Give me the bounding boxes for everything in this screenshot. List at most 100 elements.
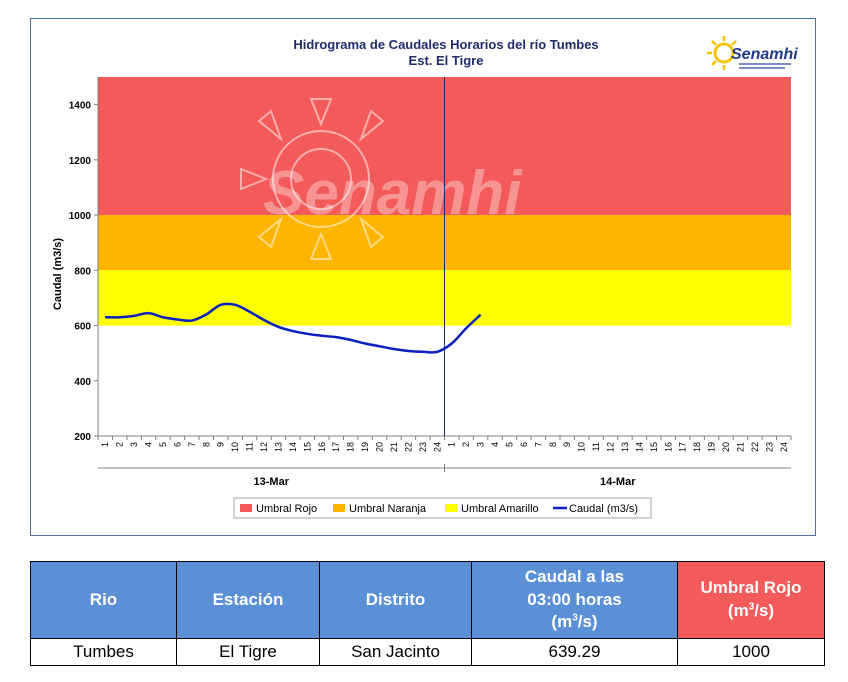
chart-title: Hidrograma de Caudales Horarios del río … xyxy=(293,37,598,52)
info-table: Rio Estación Distrito Caudal a las 03:00… xyxy=(30,561,825,666)
header-umbral-rojo: Umbral Rojo (m3/s) xyxy=(677,561,825,639)
x-tick-label: 16 xyxy=(317,442,327,452)
x-tick-label: 2 xyxy=(461,442,471,447)
y-axis-label: Caudal (m3/s) xyxy=(52,238,64,310)
table-row: Tumbes El Tigre San Jacinto 639.29 1000 xyxy=(30,638,825,666)
x-tick-label: 18 xyxy=(692,442,702,452)
x-tick-label: 14 xyxy=(634,442,644,452)
header-umbral-unit-sup: 3 xyxy=(748,601,755,613)
x-tick-label: 19 xyxy=(360,442,370,452)
senamhi-logo: Senamhi xyxy=(707,36,798,70)
x-tick-label: 20 xyxy=(721,442,731,452)
x-tick-label: 12 xyxy=(606,442,616,452)
header-umbral-unit-end: /s) xyxy=(754,601,775,620)
legend-label: Umbral Naranja xyxy=(349,503,427,515)
day-label: 14-Mar xyxy=(600,476,636,488)
y-tick-label: 600 xyxy=(74,322,91,333)
header-umbral-unit: (m xyxy=(727,601,749,620)
legend-label: Umbral Amarillo xyxy=(461,503,539,515)
watermark-text: Senamhi xyxy=(263,159,523,228)
x-tick-label: 17 xyxy=(678,442,688,452)
series-layer xyxy=(105,302,482,354)
header-rio: Rio xyxy=(30,561,177,639)
logo-subtext xyxy=(739,63,791,65)
cell-distrito: San Jacinto xyxy=(319,638,472,666)
y-tick-label: 1400 xyxy=(69,101,92,112)
x-tick-label: 19 xyxy=(707,442,717,452)
header-caudal-line2: 03:00 horas xyxy=(527,589,622,609)
header-estacion-label: Estación xyxy=(212,589,284,609)
x-tick-label: 4 xyxy=(490,442,500,447)
x-tick-label: 7 xyxy=(533,442,543,447)
x-tick-label: 8 xyxy=(201,442,211,447)
watermark-sun-icon xyxy=(240,98,385,260)
x-tick-label: 7 xyxy=(187,442,197,447)
x-tick-label: 15 xyxy=(649,442,659,452)
legend-label: Caudal (m3/s) xyxy=(569,503,638,515)
header-caudal-line1: Caudal a las xyxy=(524,566,625,586)
table-header-row: Rio Estación Distrito Caudal a las 03:00… xyxy=(30,561,825,639)
header-caudal: Caudal a las 03:00 horas (m3/s) xyxy=(471,561,678,639)
logo-subtext-2 xyxy=(739,67,785,69)
header-rio-label: Rio xyxy=(89,589,118,609)
x-tick-label: 22 xyxy=(403,442,413,452)
x-tick-label: 13 xyxy=(620,442,630,452)
x-tick-label: 1 xyxy=(100,442,110,447)
x-tick-label: 12 xyxy=(259,442,269,452)
x-tick-label: 3 xyxy=(129,442,139,447)
x-tick-label: 9 xyxy=(216,442,226,447)
x-tick-label: 20 xyxy=(375,442,385,452)
header-umbral-line1: Umbral Rojo xyxy=(700,578,802,598)
x-tick-label: 5 xyxy=(504,442,514,447)
x-tick-label: 22 xyxy=(750,442,760,452)
x-tick-label: 16 xyxy=(663,442,673,452)
watermark: Senamhi xyxy=(240,98,523,260)
sun-icon xyxy=(707,36,737,70)
x-tick-label: 13 xyxy=(273,442,283,452)
legend-swatch xyxy=(240,504,252,512)
x-tick-label: 9 xyxy=(562,442,572,447)
y-tick-label: 1200 xyxy=(69,156,92,167)
legend-label: Umbral Rojo xyxy=(256,503,317,515)
x-tick-label: 10 xyxy=(230,442,240,452)
x-tick-label: 15 xyxy=(302,442,312,452)
x-tick-label: 11 xyxy=(245,442,255,451)
legend-box xyxy=(233,497,652,519)
x-tick-label: 5 xyxy=(158,442,168,447)
y-tick-label: 400 xyxy=(74,377,91,388)
header-caudal-unit-sup: 3 xyxy=(572,612,578,624)
x-tick-label: 23 xyxy=(418,442,428,452)
x-tick-label: 10 xyxy=(577,442,587,452)
cell-umbral: 1000 xyxy=(677,638,825,666)
header-estacion: Estación xyxy=(176,561,320,639)
cell-estacion: El Tigre xyxy=(176,638,320,666)
legend-swatch xyxy=(333,504,345,512)
day-label: 13-Mar xyxy=(254,476,290,488)
x-tick-label: 3 xyxy=(476,442,486,447)
x-tick-label: 4 xyxy=(144,442,154,447)
x-tick-label: 24 xyxy=(779,442,789,452)
x-tick-label: 23 xyxy=(764,442,774,452)
x-tick-label: 2 xyxy=(115,442,125,447)
y-tick-label: 800 xyxy=(74,266,91,277)
x-tick-label: 8 xyxy=(548,442,558,447)
header-caudal-unit-end: /s) xyxy=(577,612,598,632)
x-tick-label: 21 xyxy=(735,442,745,452)
legend: Umbral Rojo Umbral Naranja Umbral Amarillo… xyxy=(233,497,652,519)
hydrograph-chart: Hidrograma de Caudales Horarios del río … xyxy=(52,36,798,519)
header-distrito: Distrito xyxy=(319,561,472,639)
cell-rio: Tumbes xyxy=(30,638,177,666)
x-tick-label: 6 xyxy=(519,442,529,447)
logo-text: Senamhi xyxy=(731,46,798,63)
x-tick-label: 18 xyxy=(346,442,356,452)
x-tick-label: 24 xyxy=(432,442,442,452)
header-caudal-unit: (m xyxy=(551,612,573,632)
x-tick-label: 6 xyxy=(172,442,182,447)
y-tick-label: 1000 xyxy=(69,211,92,222)
x-tick-label: 11 xyxy=(591,442,601,451)
x-tick-label: 14 xyxy=(288,442,298,452)
chart-subtitle: Est. El Tigre xyxy=(409,53,484,68)
y-tick-label: 200 xyxy=(74,432,91,443)
legend-swatch xyxy=(445,504,457,512)
